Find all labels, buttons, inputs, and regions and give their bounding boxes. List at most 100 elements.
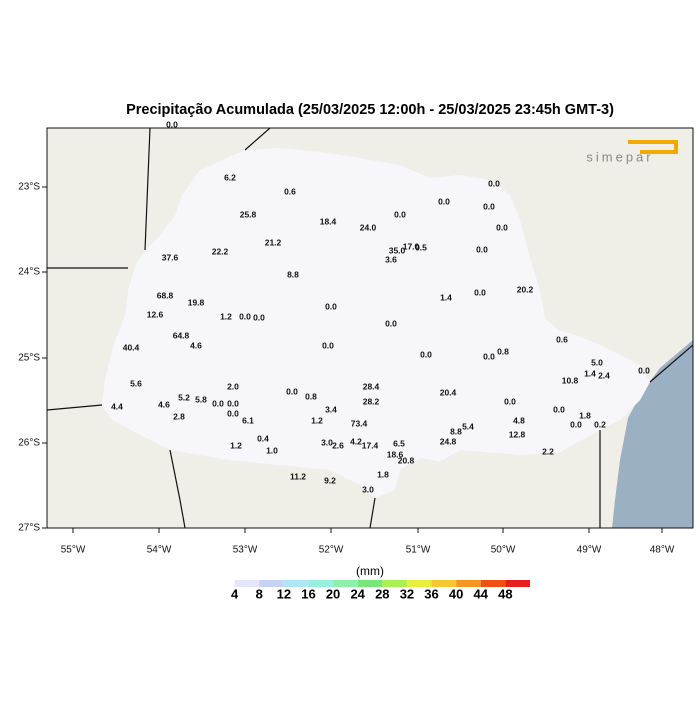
station-value: 18.4: [320, 216, 337, 226]
station-value: 3.0: [362, 484, 374, 494]
station-value: 4.6: [158, 399, 170, 409]
station-value: 0.0: [483, 201, 495, 211]
station-value: 25.8: [240, 209, 257, 219]
station-value: 10.8: [562, 375, 579, 385]
station-value: 6.5: [393, 438, 405, 448]
colorbar-label: 40: [449, 586, 463, 601]
station-value: 0.0: [253, 312, 265, 322]
station-value: 2.2: [542, 446, 554, 456]
colorbar-label: 4: [231, 586, 239, 601]
station-value: 3.6: [385, 254, 397, 264]
station-value: 1.2: [220, 311, 232, 321]
station-value: 0.0: [420, 349, 432, 359]
station-value: 0.0: [325, 301, 337, 311]
map-area: [47, 128, 693, 528]
station-value: 0.0: [438, 196, 450, 206]
station-value: 5.4: [462, 421, 474, 431]
station-value: 20.4: [440, 387, 457, 397]
station-value: 4.4: [111, 401, 123, 411]
station-value: 0.0: [385, 318, 397, 328]
station-value: 12.6: [147, 309, 164, 319]
station-value: 73.4: [351, 418, 368, 428]
lat-label: 26°S: [18, 438, 40, 449]
station-value: 3.0: [321, 437, 333, 447]
station-value: 0.5: [415, 242, 427, 252]
station-value: 1.2: [311, 415, 323, 425]
lon-label: 52°W: [319, 545, 344, 556]
station-value: 0.0: [394, 209, 406, 219]
station-value: 64.8: [173, 330, 190, 340]
colorbar-label: 36: [424, 586, 438, 601]
station-value: 11.2: [290, 471, 306, 481]
station-value: 37.6: [162, 252, 179, 262]
station-value: 22.2: [212, 246, 229, 256]
colorbar-swatch: [456, 580, 481, 587]
station-value: 0.0: [638, 365, 650, 375]
station-value: 12.8: [509, 429, 526, 439]
logo-mark: [628, 140, 678, 154]
colorbar-label: 16: [301, 586, 315, 601]
title: Precipitação Acumulada (25/03/2025 12:00…: [126, 102, 614, 118]
station-value: 0.0: [570, 419, 582, 429]
station-value: 2.4: [598, 370, 610, 380]
colorbar-label: 44: [474, 586, 489, 601]
colorbar-label: 28: [375, 586, 389, 601]
station-value: 9.2: [324, 475, 336, 485]
station-value: 0.0: [553, 404, 565, 414]
station-value: 2.0: [227, 381, 239, 391]
station-value: 5.2: [178, 392, 190, 402]
colorbar-swatch: [210, 580, 235, 587]
station-value: 21.2: [265, 237, 282, 247]
station-value: 28.2: [363, 396, 380, 406]
lat-label: 25°S: [18, 353, 40, 364]
colorbar-swatch: [333, 580, 358, 587]
station-value: 24.8: [440, 436, 457, 446]
station-value: 40.4: [123, 342, 140, 352]
colorbar-label: 48: [498, 586, 512, 601]
station-value: 19.8: [188, 297, 205, 307]
colorbar-label: 24: [350, 586, 365, 601]
station-value: 0.0: [166, 119, 178, 129]
station-value: 20.2: [517, 284, 534, 294]
lon-label: 49°W: [577, 545, 602, 556]
station-value: 4.8: [513, 415, 525, 425]
station-value: 0.0: [496, 222, 508, 232]
colorbar-label: 32: [400, 586, 414, 601]
lon-label: 53°W: [233, 545, 258, 556]
station-value: 0.0: [286, 386, 298, 396]
station-value: 0.0: [504, 396, 516, 406]
lon-label: 54°W: [147, 545, 172, 556]
station-value: 68.8: [157, 290, 174, 300]
colorbar-swatch: [431, 580, 457, 587]
station-value: 35.0: [389, 245, 406, 255]
map-frame: [46, 127, 694, 529]
station-value: 4.2: [350, 436, 362, 446]
station-value: 6.2: [224, 172, 236, 182]
station-value: 5.8: [195, 394, 207, 404]
colorbar-swatch: [382, 580, 407, 587]
station-value: 8.8: [287, 269, 299, 279]
logo: simepar: [586, 140, 678, 164]
station-value: 0.8: [497, 346, 509, 356]
station-value: 5.0: [591, 357, 603, 367]
station-value: 17.0: [403, 241, 420, 251]
lon-label: 51°W: [406, 545, 431, 556]
station-value: 8.8: [450, 426, 462, 436]
station-value: 2.8: [173, 411, 185, 421]
station-value: 2.6: [332, 440, 344, 450]
station-value: 1.2: [230, 440, 242, 450]
colorbar-swatch: [357, 580, 383, 587]
station-value: 1.8: [579, 410, 591, 420]
station-value: 24.0: [360, 222, 377, 232]
lon-label: 50°W: [491, 545, 516, 556]
ocean: [612, 340, 693, 528]
logo-text: simepar: [586, 149, 653, 164]
legend: (mm) 4 8 12 16 20 24 28 32 36 40 44 48: [210, 564, 530, 601]
station-value: 0.0: [476, 244, 488, 254]
station-value: 28.4: [363, 381, 380, 391]
colorbar-label: 12: [277, 586, 291, 601]
lat-label: 27°S: [18, 523, 40, 534]
station-value: 0.0: [227, 408, 239, 418]
colorbar-swatch: [505, 580, 530, 587]
neighbor-borders: [47, 128, 693, 528]
